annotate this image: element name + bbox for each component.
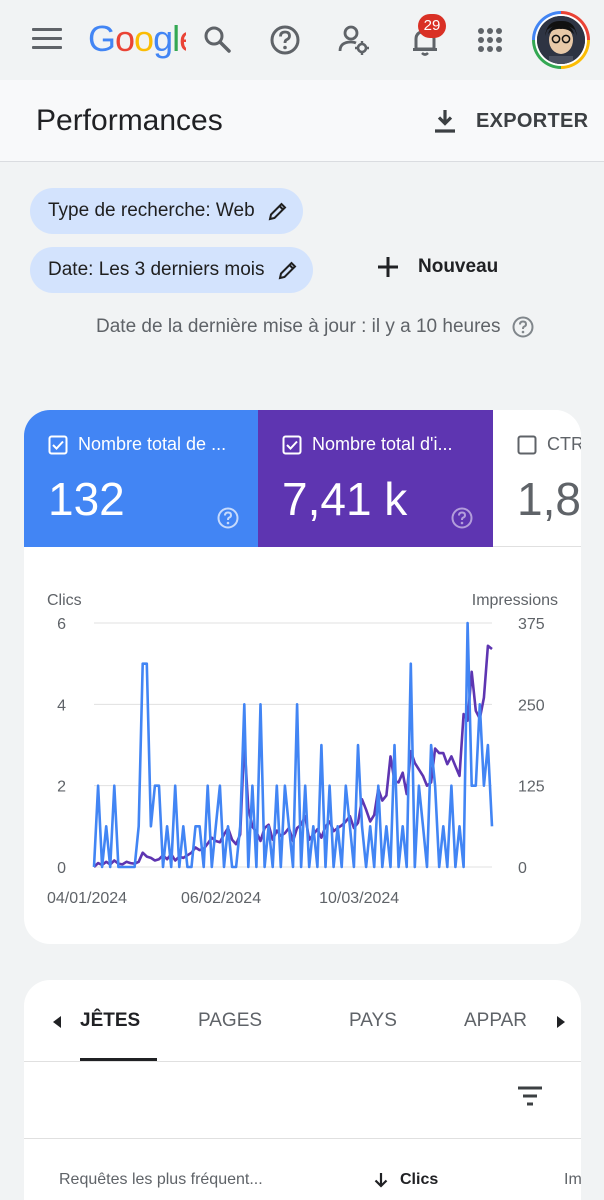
add-filter-label: Nouveau: [418, 256, 499, 277]
tab-devices[interactable]: APPAR: [464, 1010, 528, 1031]
y-left-axis-title: Clics: [47, 592, 82, 609]
table-divider: [24, 1138, 581, 1139]
filter-icon[interactable]: [515, 1084, 545, 1108]
sort-arrow-down-icon: [374, 1173, 388, 1188]
column-header-clicks[interactable]: Clics: [372, 1171, 438, 1189]
account-settings-icon[interactable]: [334, 20, 374, 60]
y-left-tick-label: 0: [57, 860, 66, 877]
metric-label: Nombre total de ...: [78, 434, 227, 454]
chart-svg: Clics Impressions 6 375 4 250 2 125 0 0 04/01/2024…: [47, 592, 558, 907]
y-left-tick-label: 6: [57, 616, 66, 633]
tab-queries[interactable]: JÊTES: [80, 1010, 141, 1031]
x-tick-label: 04/01/2024: [47, 890, 127, 907]
download-icon: [435, 110, 455, 133]
hamburger-menu-icon[interactable]: [32, 28, 62, 52]
metric-clicks-header: Nombre total de ...: [48, 434, 226, 455]
checkbox-checked-icon[interactable]: [48, 435, 68, 455]
search-icon[interactable]: [198, 20, 238, 60]
edit-pencil-icon: [278, 261, 296, 280]
metric-ctr-header: CTR: [517, 434, 581, 455]
search-type-filter-chip[interactable]: Type de recherche: Web: [30, 188, 303, 234]
column-header-clicks-label: Clics: [400, 1171, 439, 1188]
metric-value: 1,8: [517, 473, 581, 525]
page-title: Performances: [36, 104, 223, 137]
last-update-info: Date de la dernière mise à jour : il y a…: [96, 315, 535, 339]
tab-devices-clip: APPAR: [464, 1010, 528, 1032]
page-header: Performances EXPORTER: [0, 80, 604, 162]
tab-pages[interactable]: PAGES: [198, 1010, 263, 1031]
active-tab-indicator: [80, 1058, 157, 1061]
metric-ctr[interactable]: CTR 1,8: [493, 410, 581, 547]
column-header-impressions[interactable]: Im: [564, 1171, 581, 1188]
y-right-tick-label: 375: [518, 616, 545, 633]
search-type-label: Type de recherche: Web: [48, 200, 255, 221]
export-label: EXPORTER: [476, 109, 589, 132]
metric-impressions-header: Nombre total d'i...: [282, 434, 453, 455]
chevron-right-icon[interactable]: [554, 1014, 568, 1030]
x-tick-label: 10/03/2024: [319, 890, 399, 907]
metric-label: CTR: [547, 434, 581, 454]
add-filter-button[interactable]: Nouveau: [376, 255, 498, 279]
y-right-tick-label: 125: [518, 779, 545, 796]
export-button[interactable]: EXPORTER: [430, 106, 588, 136]
help-icon[interactable]: [511, 315, 535, 339]
edit-pencil-icon: [268, 202, 287, 221]
tab-countries[interactable]: PAYS: [349, 1010, 397, 1031]
metric-value: 7,41 k: [282, 473, 408, 525]
date-filter-label: Date: Les 3 derniers mois: [48, 259, 265, 280]
y-left-tick-label: 4: [57, 697, 66, 714]
help-icon[interactable]: [450, 506, 474, 530]
apps-grid-icon[interactable]: [470, 20, 510, 60]
top-app-bar: Google 29: [0, 0, 604, 80]
column-header-queries[interactable]: Requêtes les plus fréquent...: [59, 1171, 263, 1188]
series-line-clics: [92, 621, 494, 869]
last-update-text: Date de la dernière mise à jour : il y a…: [96, 316, 501, 337]
notification-count-badge: 29: [418, 14, 446, 38]
dimension-tabs: JÊTES PAGES PAYS APPAR: [24, 980, 581, 1062]
y-left-tick-label: 2: [57, 779, 66, 796]
x-tick-label: 06/02/2024: [181, 890, 261, 907]
y-right-tick-label: 250: [518, 697, 545, 714]
help-icon[interactable]: [265, 20, 305, 60]
performance-chart: Clics Impressions 6 375 4 250 2 125 0 0 04/01/2024…: [24, 547, 581, 944]
table-card: JÊTES PAGES PAYS APPAR Requêtes les plus…: [24, 980, 581, 1200]
chevron-left-icon[interactable]: [50, 1014, 64, 1030]
checkbox-checked-icon[interactable]: [282, 435, 302, 455]
help-icon[interactable]: [216, 506, 240, 530]
date-filter-chip[interactable]: Date: Les 3 derniers mois: [30, 247, 313, 293]
checkbox-unchecked-icon[interactable]: [517, 435, 537, 455]
metric-clicks[interactable]: Nombre total de ... 132: [24, 410, 258, 547]
metric-impressions[interactable]: Nombre total d'i... 7,41 k: [258, 410, 493, 547]
plus-icon: [378, 257, 398, 277]
metric-label: Nombre total d'i...: [312, 434, 453, 454]
y-right-axis-title: Impressions: [472, 592, 558, 609]
google-logo[interactable]: Google: [88, 18, 186, 59]
avatar[interactable]: [532, 11, 590, 69]
performance-card: Nombre total de ... 132 Nombre total d'i…: [24, 410, 581, 944]
user-avatar-icon: [537, 16, 585, 64]
metric-value: 132: [48, 473, 125, 525]
y-right-tick-label: 0: [518, 860, 527, 877]
